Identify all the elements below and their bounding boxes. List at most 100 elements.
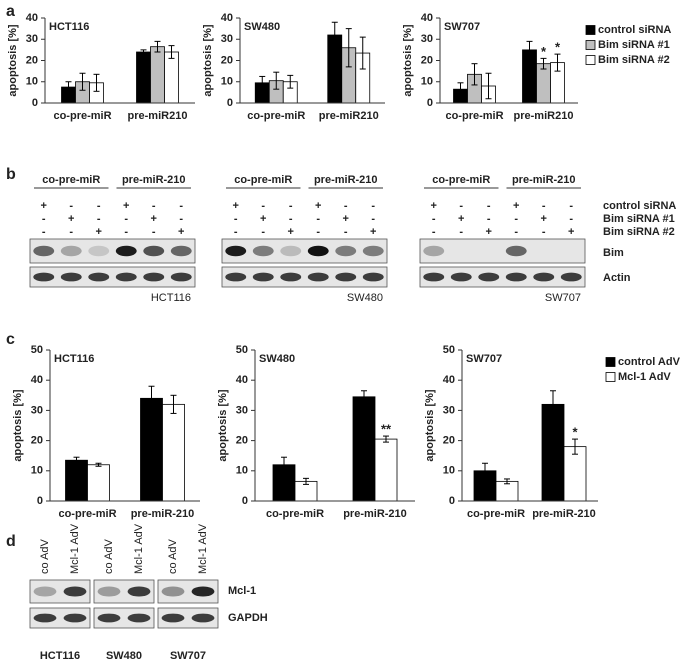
y-tick-label: 40 — [421, 12, 433, 24]
blot-band — [362, 245, 384, 257]
sign: + — [151, 213, 157, 225]
blot-band — [161, 613, 185, 623]
x-tick-label: co-pre-miR — [266, 508, 324, 520]
group-label: co-pre-miR — [42, 174, 100, 186]
x-tick-label: co-pre-miR — [445, 110, 503, 122]
bar — [65, 459, 88, 502]
condition-label: Bim siRNA #2 — [603, 226, 675, 238]
bar — [136, 51, 151, 104]
blot-band — [60, 245, 82, 257]
sign: - — [289, 200, 293, 212]
sign: - — [261, 226, 265, 238]
bar — [541, 403, 565, 502]
y-tick-label: 50 — [31, 344, 43, 356]
x-tick-label: pre-miR-210 — [131, 508, 195, 520]
blot-band — [560, 272, 582, 282]
y-tick-label: 0 — [449, 495, 455, 507]
blot-band — [63, 613, 87, 623]
y-tick-label: 0 — [37, 495, 43, 507]
y-tick-label: 20 — [26, 54, 38, 66]
sign: + — [123, 200, 129, 212]
band-label: Actin — [603, 272, 631, 284]
cell-line: HCT116 — [151, 292, 191, 304]
sign: - — [152, 226, 156, 238]
sign: - — [432, 213, 436, 225]
y-axis-title: apoptosis [%] — [12, 389, 24, 461]
sign: - — [569, 200, 573, 212]
y-tick-label: 40 — [31, 374, 43, 386]
blot-band — [170, 272, 192, 282]
sign: - — [234, 213, 238, 225]
blot-band — [33, 613, 57, 623]
group-label: pre-miR-210 — [512, 174, 576, 186]
sign: - — [316, 213, 320, 225]
blot-strip — [221, 238, 388, 264]
blot-band — [307, 272, 329, 282]
condition-label: control siRNA — [603, 200, 676, 212]
blot-strip — [93, 607, 155, 629]
blot-band — [191, 613, 215, 623]
sign: - — [316, 226, 320, 238]
y-tick-label: 10 — [221, 76, 233, 88]
blot-band — [97, 613, 121, 623]
y-tick-label: 50 — [443, 344, 455, 356]
legend-swatch — [585, 25, 596, 35]
blot-band — [127, 586, 151, 597]
blot-band — [33, 245, 55, 257]
y-axis-title: apoptosis [%] — [424, 389, 436, 461]
x-tick-label: pre-miR210 — [319, 110, 379, 122]
blot-strip — [419, 238, 586, 264]
x-tick-label: pre-miR-210 — [532, 508, 596, 520]
y-tick-label: 10 — [26, 76, 38, 88]
x-tick-label: co-pre-miR — [467, 508, 525, 520]
blot-band — [60, 272, 82, 282]
y-tick-label: 30 — [221, 33, 233, 45]
group-label: pre-miR-210 — [314, 174, 378, 186]
blot-band — [97, 586, 121, 597]
blot-band — [252, 245, 274, 257]
y-tick-label: 40 — [221, 12, 233, 24]
blot-strip — [221, 266, 388, 288]
blot-band — [143, 245, 165, 257]
chart-title: HCT116 — [54, 353, 94, 365]
blot-band — [143, 272, 165, 282]
sign: - — [542, 226, 546, 238]
blot-band — [450, 272, 472, 282]
y-tick-label: 40 — [443, 374, 455, 386]
legend-label: control AdV — [618, 356, 681, 368]
blot-band — [307, 245, 329, 257]
bar — [164, 51, 179, 104]
bar — [563, 446, 587, 502]
blot-band — [161, 586, 185, 597]
condition-label: co AdV — [39, 538, 51, 574]
condition-label: co AdV — [167, 538, 179, 574]
sign: - — [97, 200, 101, 212]
y-tick-label: 20 — [221, 54, 233, 66]
blot-strip — [29, 266, 196, 288]
y-axis-title: apoptosis [%] — [7, 24, 19, 96]
y-tick-label: 30 — [443, 404, 455, 416]
sign: + — [260, 213, 266, 225]
blot-band — [33, 586, 57, 597]
bar — [536, 63, 551, 104]
blot-band — [478, 272, 500, 282]
condition-label: Bim siRNA #1 — [603, 213, 675, 225]
sign: - — [42, 213, 46, 225]
x-tick-label: co-pre-miR — [53, 110, 111, 122]
y-tick-label: 20 — [236, 435, 248, 447]
blot-band — [423, 272, 445, 282]
y-tick-label: 20 — [443, 435, 455, 447]
sign: - — [152, 200, 156, 212]
legend-swatch — [605, 372, 616, 382]
blot-band — [127, 613, 151, 623]
sign: - — [42, 226, 46, 238]
legend-swatch — [605, 357, 616, 367]
y-tick-label: 10 — [31, 465, 43, 477]
sign: + — [568, 226, 574, 238]
bar — [352, 396, 376, 502]
annotation: * — [555, 40, 561, 55]
legend-label: Mcl-1 AdV — [618, 371, 671, 383]
y-tick-label: 30 — [421, 33, 433, 45]
sign: + — [288, 226, 294, 238]
blot-band — [33, 272, 55, 282]
